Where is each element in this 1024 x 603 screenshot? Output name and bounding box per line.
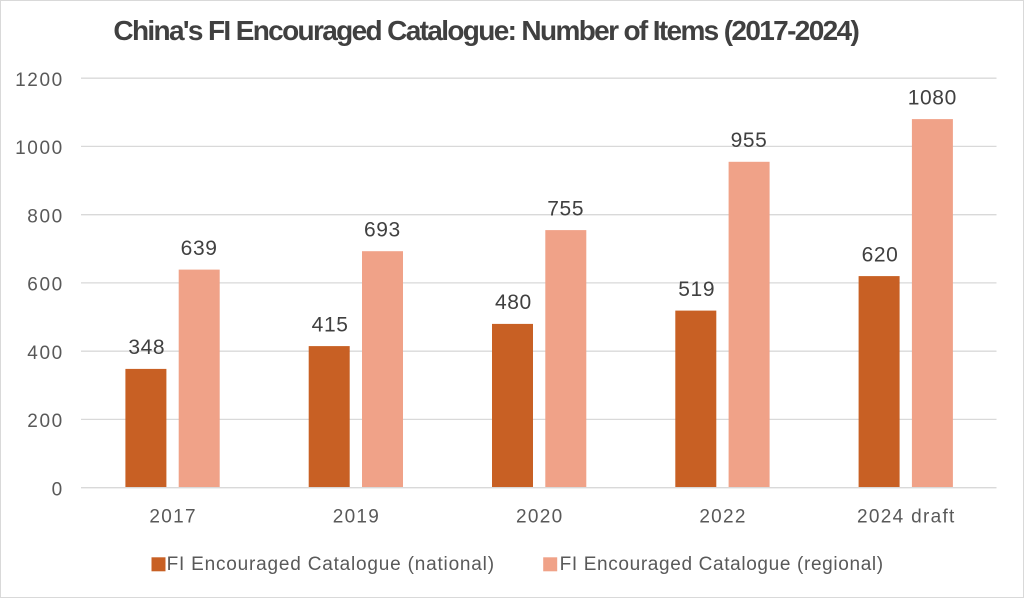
svg-text:600: 600: [27, 275, 64, 296]
svg-text:415: 415: [312, 313, 349, 336]
svg-text:2017: 2017: [149, 506, 196, 527]
svg-text:800: 800: [27, 206, 64, 227]
svg-text:1000: 1000: [15, 138, 64, 159]
svg-text:1080: 1080: [908, 86, 957, 109]
svg-text:755: 755: [547, 197, 584, 220]
svg-text:693: 693: [364, 218, 401, 241]
svg-text:1200: 1200: [15, 70, 64, 91]
svg-text:0: 0: [52, 479, 64, 500]
svg-text:639: 639: [181, 237, 218, 260]
svg-text:480: 480: [495, 291, 532, 314]
svg-text:2024 draft: 2024 draft: [857, 506, 956, 527]
svg-text:200: 200: [27, 411, 64, 432]
svg-text:955: 955: [731, 129, 768, 152]
svg-text:620: 620: [862, 243, 899, 266]
svg-text:348: 348: [128, 336, 165, 359]
svg-text:FI Encouraged Catalogue (regio: FI Encouraged Catalogue (regional): [560, 554, 884, 575]
svg-text:2020: 2020: [516, 506, 563, 527]
svg-text:519: 519: [678, 278, 715, 301]
svg-text:FI Encouraged Catalogue (natio: FI Encouraged Catalogue (national): [167, 554, 495, 575]
svg-text:400: 400: [27, 343, 64, 364]
svg-text:2019: 2019: [333, 506, 380, 527]
svg-text:China's FI Encouraged Catalogu: China's FI Encouraged Catalogue: Number …: [113, 15, 858, 46]
svg-text:2022: 2022: [699, 506, 746, 527]
